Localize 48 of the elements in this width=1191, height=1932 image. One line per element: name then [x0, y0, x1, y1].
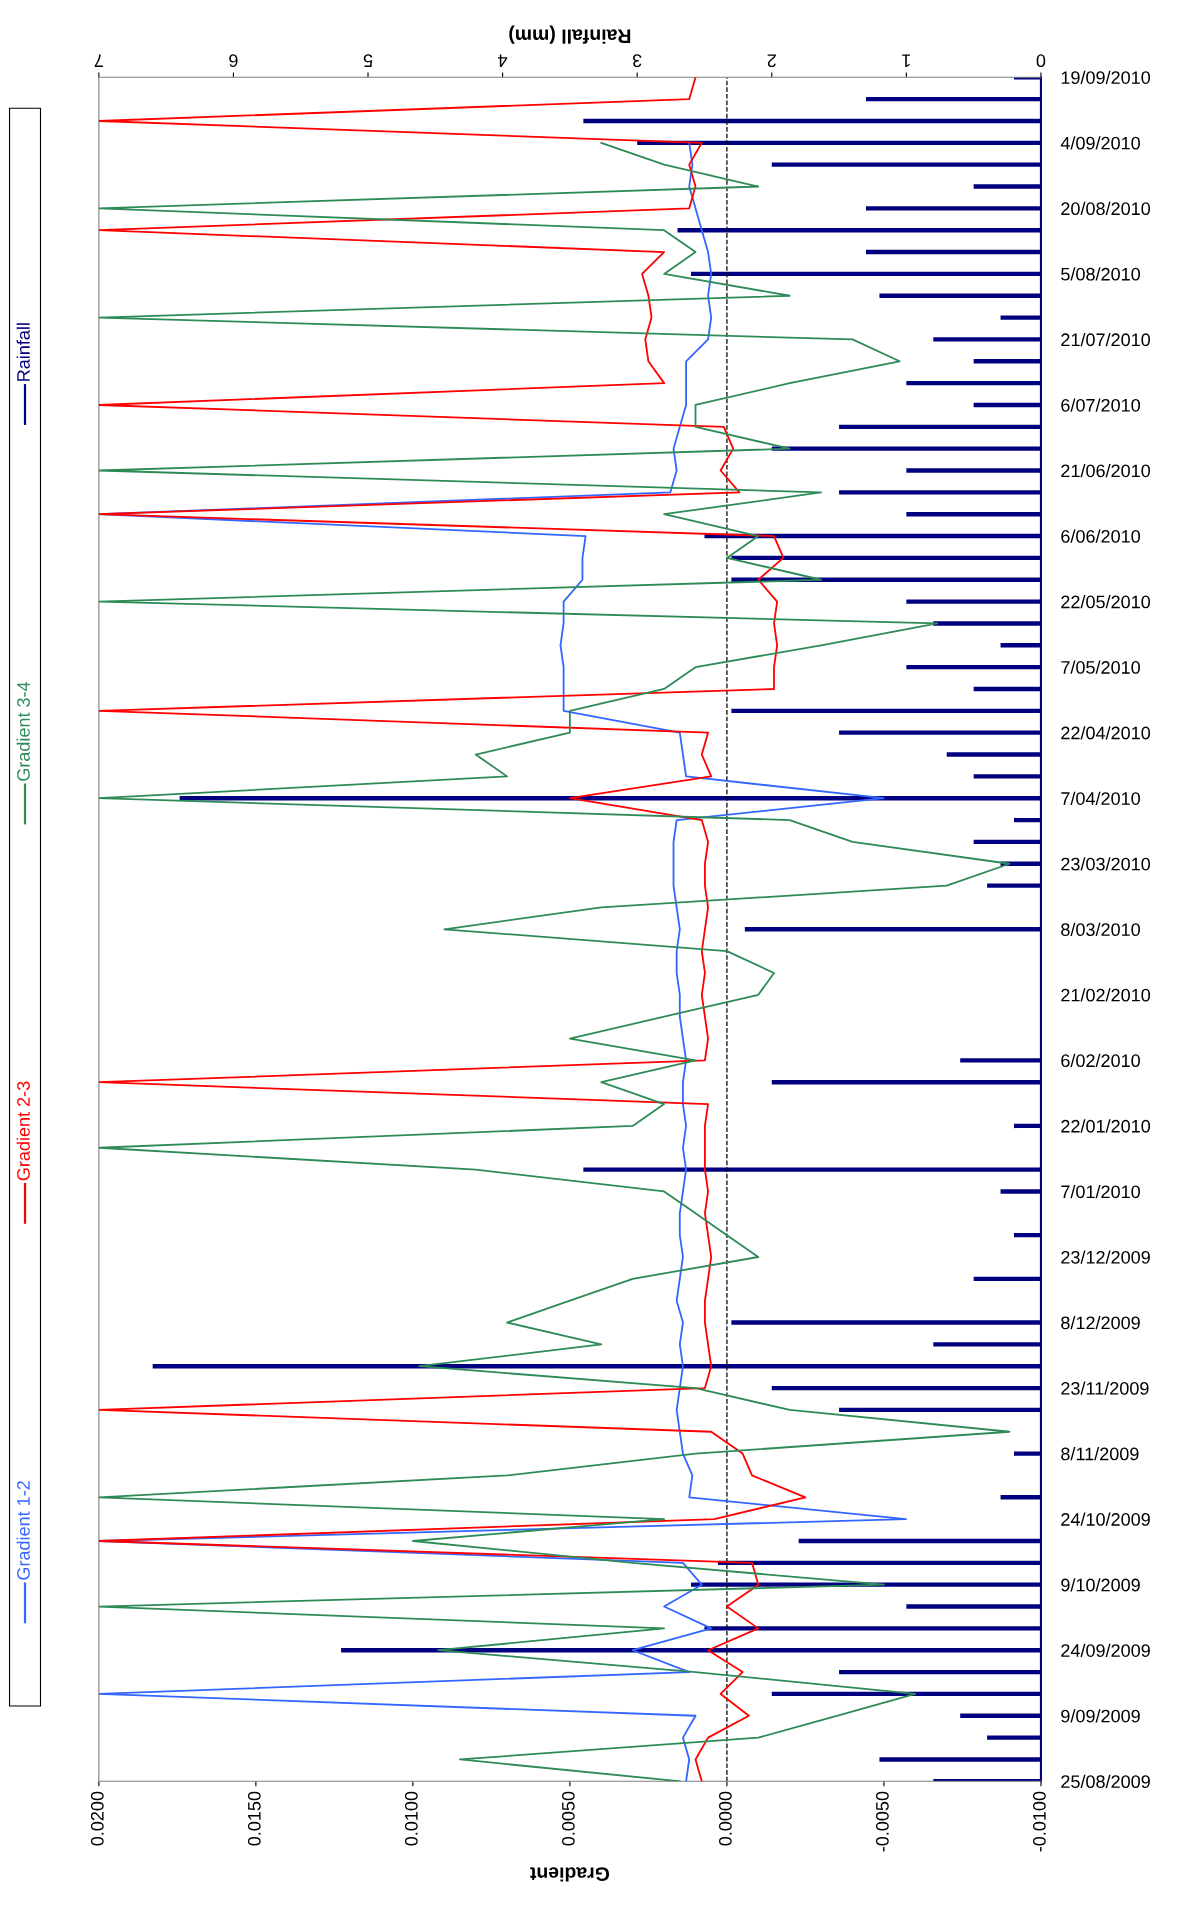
y-tick-label: 24/10/2009	[1061, 1512, 1150, 1526]
x-tick-label: 0.0100	[404, 1791, 418, 1846]
y-tick-label: 22/01/2010	[1061, 1119, 1151, 1133]
y-tick-label: 6/07/2010	[1061, 398, 1140, 412]
x-tick-label: 0.0150	[247, 1791, 261, 1846]
y-tick-label: 23/11/2009	[1061, 1381, 1149, 1395]
x-tick-label: 0.0000	[718, 1791, 732, 1846]
x-tick-label: 0.0200	[90, 1791, 104, 1846]
y-tick-label: 22/04/2010	[1061, 726, 1151, 740]
y-tick-label: 8/12/2009	[1061, 1315, 1140, 1330]
y-tick-label: 19/09/2010	[1061, 70, 1151, 84]
y-tick-label: 25/08/2009	[1061, 1774, 1150, 1789]
x-tick-label: 0.0050	[561, 1791, 575, 1846]
x2-tick-label: 2	[767, 54, 776, 68]
x2-tick-label: 4	[498, 54, 508, 67]
text: Gradient 2-3	[16, 1081, 30, 1181]
y-tick-label: 9/09/2009	[1061, 1709, 1140, 1723]
x2-tick-label: 1	[902, 54, 910, 67]
text: Gradient 1-2	[16, 1481, 30, 1580]
y-tick-label: 6/06/2010	[1061, 529, 1140, 543]
y-tick-label: 21/07/2010	[1061, 332, 1151, 347]
y-tick-label: 4/09/2010	[1060, 136, 1140, 150]
y-tick-label: 7/05/2010	[1061, 660, 1140, 674]
y-tick-label: 8/11/2009	[1061, 1447, 1139, 1461]
y-tick-label: 7/01/2010	[1061, 1184, 1140, 1199]
x-tick-label: -0.0100	[1033, 1791, 1046, 1852]
y-tick-label: 5/08/2010	[1061, 267, 1140, 281]
y-tick-label: 9/10/2009	[1061, 1578, 1140, 1592]
x2-tick-label: 6	[229, 54, 238, 68]
x2-tick-label: 0	[1036, 54, 1046, 68]
y-tick-label: 23/12/2009	[1061, 1250, 1150, 1264]
x2-axis-title: Rainfall (mm)	[509, 25, 631, 44]
y-tick-label: 8/03/2010	[1061, 922, 1140, 937]
x2-tick-label: 7	[94, 54, 103, 67]
x2-tick-label: 5	[363, 54, 373, 67]
y-tick-label: 6/02/2010	[1061, 1053, 1140, 1068]
y-tick-label: 24/09/2009	[1061, 1643, 1150, 1657]
y-tick-label: 21/02/2010	[1061, 988, 1151, 1002]
text: Rainfall	[16, 323, 30, 381]
y-tick-label: 7/04/2010	[1061, 791, 1140, 805]
x2-tick-label: 3	[632, 54, 642, 68]
x-axis-title: Gradient	[530, 1867, 610, 1882]
y-tick-label: 20/08/2010	[1061, 201, 1151, 216]
y-tick-label: 21/06/2010	[1061, 463, 1151, 478]
text: Gradient 3-4	[16, 681, 30, 781]
y-tick-label: 23/03/2010	[1061, 857, 1151, 871]
y-tick-label: 22/05/2010	[1061, 595, 1151, 609]
x-tick-label: -0.0050	[875, 1791, 889, 1852]
